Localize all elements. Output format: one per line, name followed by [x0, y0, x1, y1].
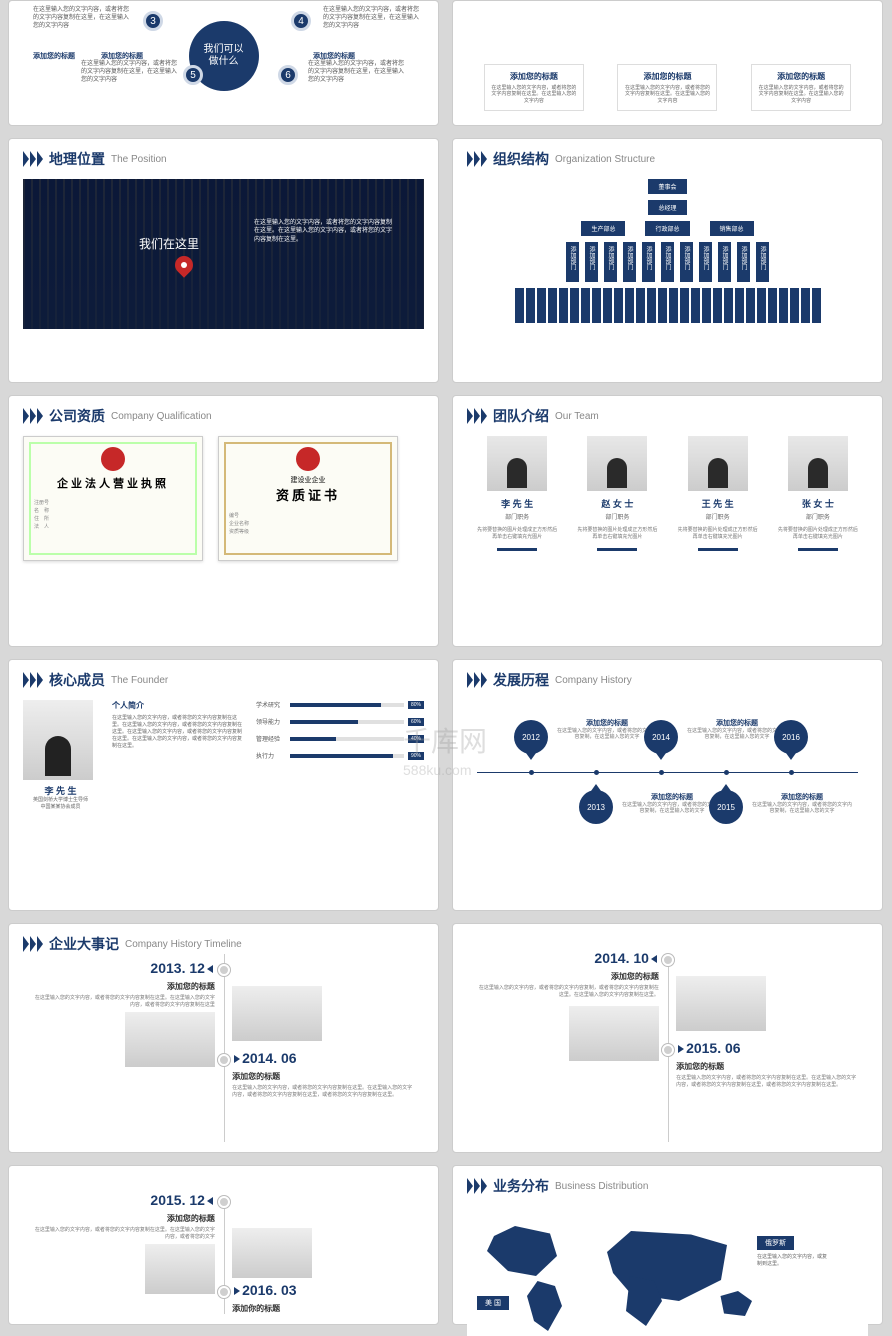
seal-icon — [101, 447, 125, 471]
team-member: 赵 女 士部门职务先将要替换的图片处理成正方形然后再单击右键填充光图片 — [577, 436, 657, 551]
slide-team: 团队介绍Our Team 李 先 生部门职务先将要替换的图片处理成正方形然后再单… — [452, 395, 883, 647]
world-map: 美 国 俄罗斯 在这里输入您的文字内容，或复制到这里。 — [467, 1206, 868, 1336]
slide-history: 发展历程Company History 2012添加您的标题在这里输入您的文字内… — [452, 659, 883, 911]
org-l2: 总经理 — [648, 200, 686, 215]
skill-bar: 学术研究80% — [256, 700, 424, 709]
member-photo — [587, 436, 647, 491]
member-photo — [688, 436, 748, 491]
founder-photo — [23, 700, 93, 780]
slide-timeline-2: 2014. 10 添加您的标题 在这里输入您的文字内容，或者将您的文字内容复制，… — [452, 923, 883, 1153]
slide-timeline-1: 企业大事记Company History Timeline 2013. 12 添… — [8, 923, 439, 1153]
member-photo — [788, 436, 848, 491]
skill-bar: 执行力90% — [256, 751, 424, 760]
skill-bar: 管理经验40% — [256, 734, 424, 743]
skill-bar: 领导能力60% — [256, 717, 424, 726]
slide-position: 地理位置The Position 我们在这里 在这里输入您的文字内容，或者将您的… — [8, 138, 439, 383]
slide-founder: 核心成员The Founder 李 先 生 英国剑桥大学博士生导师中国某某协会成… — [8, 659, 439, 911]
seal-icon — [296, 447, 320, 471]
slide-business-distribution: 业务分布Business Distribution 美 国 俄罗斯 在这里输入您… — [452, 1165, 883, 1325]
slide-org-structure: 组织结构Organization Structure 董事会 总经理 生产部总行… — [452, 138, 883, 383]
team-member: 张 女 士部门职务先将要替换的图片处理成正方形然后再单击右键填充光图片 — [778, 436, 858, 551]
slide-what-we-do: 我们可以做什么 3 添加您的标题 在这里输入您的文字内容，或者将您的文字内容复制… — [8, 0, 439, 126]
org-top: 董事会 — [648, 179, 686, 194]
slide-timeline-3: 2015. 12 添加您的标题 在这里输入您的文字内容，或者将您的文字内容复制在… — [8, 1165, 439, 1325]
feature-card: 添加您的标题在这里输入您的文字内容，或者将您的文字内容复制在这里。在这里输入您的… — [484, 64, 584, 112]
slide-qualification: 公司资质Company Qualification 企业法人营业执照 注册号名 … — [8, 395, 439, 647]
team-member: 李 先 生部门职务先将要替换的图片处理成正方形然后再单击右键填充光图片 — [477, 436, 557, 551]
timeline-image — [125, 1012, 215, 1067]
feature-card: 添加您的标题在这里输入您的文字内容，或者将您的文字内容复制在这里。在这里输入您的… — [617, 64, 717, 112]
map-pin-icon — [171, 252, 196, 277]
certificate-2: 建设业企业 资质证书 编号企业名称资质等级 — [218, 436, 398, 561]
slide-cards-top: 添加您的标题在这里输入您的文字内容，或者将您的文字内容复制在这里。在这里输入您的… — [452, 0, 883, 126]
team-member: 王 先 生部门职务先将要替换的图片处理成正方形然后再单击右键填充光图片 — [678, 436, 758, 551]
city-image: 我们在这里 在这里输入您的文字内容，或者将您的文字内容复制在这里。在这里输入您的… — [23, 179, 424, 329]
feature-card: 添加您的标题在这里输入您的文字内容，或者将您的文字内容复制在这里。在这里输入您的… — [751, 64, 851, 112]
certificate-1: 企业法人营业执照 注册号名 称住 所法 人 — [23, 436, 203, 561]
member-photo — [487, 436, 547, 491]
header-cn: 地理位置 — [49, 149, 105, 169]
